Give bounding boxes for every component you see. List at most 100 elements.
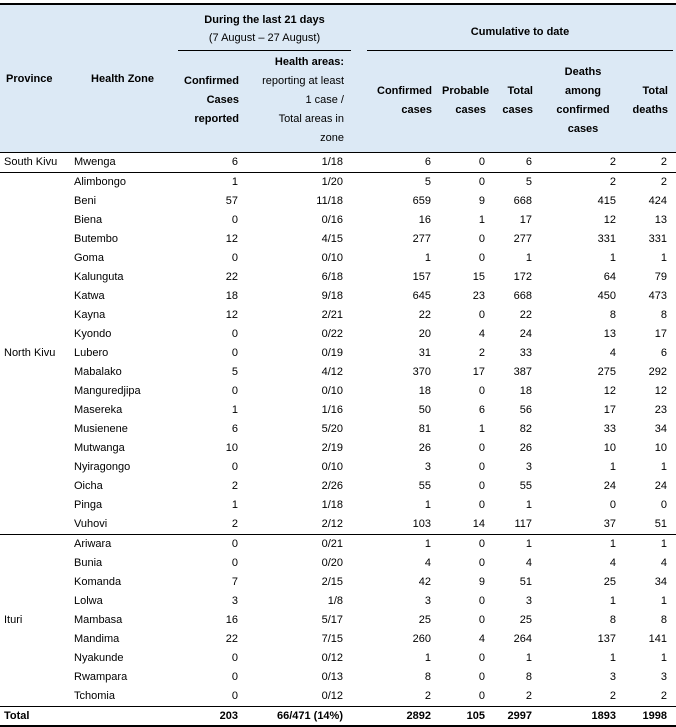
col-header-probable-cases: Probable cases	[440, 51, 494, 153]
health-zone-cell: Kayna	[74, 309, 106, 321]
total-label: Total	[0, 706, 175, 726]
table-row: Mabalako 5 4/12 370 17 387 275 292	[0, 363, 676, 382]
value-cell: 17	[519, 214, 532, 226]
value-cell: 0	[231, 347, 238, 359]
value-cell: 1	[660, 461, 667, 473]
health-zone-cell: Ariwara	[70, 534, 175, 554]
value-cell: 25	[603, 576, 616, 588]
col-header-health-areas: Health areas: reporting at least 1 case …	[247, 51, 352, 153]
value-cell: 4	[478, 328, 485, 340]
value-cell: 331	[597, 233, 616, 245]
table-row: Kalunguta 22 6/18 157 15 172 64 79	[0, 268, 676, 287]
value-cell: 141	[648, 633, 667, 645]
value-cell: 0	[660, 499, 667, 511]
total-probable-cases: 105	[440, 706, 494, 726]
value-cell: 0/12	[321, 690, 343, 702]
value-cell: 331	[648, 233, 667, 245]
value-cell: 0	[478, 233, 485, 245]
value-cell: 275	[597, 366, 616, 378]
value-cell: 16	[225, 614, 238, 626]
value-cell: 1	[609, 252, 616, 264]
health-zone-cell: Lolwa	[74, 595, 103, 607]
value-cell: 1	[660, 595, 667, 607]
table-row: Komanda 7 2/15 42 9 51 25 34	[0, 573, 676, 592]
total-confirmed-cases-reported: 203	[175, 706, 247, 726]
value-cell: 260	[412, 633, 431, 645]
value-cell: 12	[654, 385, 667, 397]
value-cell: 0	[478, 614, 485, 626]
col-header-province: Province	[0, 4, 70, 153]
value-cell: 0	[231, 652, 238, 664]
value-cell: 9/18	[321, 290, 343, 302]
table-row: Pinga 1 1/18 1 0 1 0 0	[0, 496, 676, 515]
value-cell: 2/19	[321, 442, 343, 454]
value-cell: 22	[225, 271, 238, 283]
value-cell: 1	[175, 172, 247, 192]
last-21-days-title: During the last 21 days	[204, 14, 325, 26]
value-cell: 9	[478, 195, 485, 207]
value-cell: 22	[418, 309, 431, 321]
value-cell: 645	[412, 290, 431, 302]
value-cell: 56	[519, 404, 532, 416]
value-cell: 4	[478, 633, 485, 645]
value-cell: 11/18	[316, 195, 343, 207]
health-zone-cell: Kalunguta	[74, 271, 124, 283]
value-cell: 2	[424, 690, 431, 702]
value-cell: 6	[478, 404, 485, 416]
value-cell: 2	[625, 152, 676, 173]
value-cell: 0/21	[247, 534, 352, 554]
value-cell: 0	[231, 557, 238, 569]
value-cell: 2	[525, 690, 532, 702]
value-cell: 9	[478, 576, 485, 588]
value-cell: 24	[654, 480, 667, 492]
value-cell: 659	[412, 195, 431, 207]
health-areas-subtitle: reporting at least 1 case / Total areas …	[262, 75, 344, 144]
value-cell: 82	[519, 423, 532, 435]
value-cell: 8	[660, 309, 667, 321]
health-zone-cell: Rwampara	[74, 671, 128, 683]
health-zone-cell: Mambasa	[74, 614, 123, 626]
value-cell: 2	[660, 690, 667, 702]
table-row: Rwampara 0 0/13 8 0 8 3 3	[0, 668, 676, 687]
value-cell: 4	[609, 347, 616, 359]
value-cell: 2	[478, 347, 485, 359]
value-cell: 34	[654, 576, 667, 588]
value-cell: 117	[514, 518, 532, 530]
table-row: Manguredjipa 0 0/10 18 0 18 12 12	[0, 382, 676, 401]
value-cell: 668	[513, 290, 532, 302]
value-cell: 1	[660, 652, 667, 664]
table-row: Mambasa 16 5/17 25 0 25 8 8	[0, 611, 676, 630]
col-header-confirmed-cases: Confirmed cases	[352, 51, 440, 153]
value-cell: 12	[603, 385, 616, 397]
value-cell: 450	[597, 290, 616, 302]
value-cell: 1	[541, 534, 625, 554]
cumulative-title: Cumulative to date	[470, 26, 570, 38]
total-cases: 2997	[494, 706, 541, 726]
health-zone-cell: Nyiragongo	[74, 461, 131, 473]
last-21-days-date-range: (7 August – 27 August)	[208, 32, 321, 44]
value-cell: 172	[513, 271, 532, 283]
value-cell: 50	[418, 404, 431, 416]
value-cell: 0	[478, 461, 485, 473]
health-zone-cell: Oicha	[74, 480, 103, 492]
value-cell: 1/8	[327, 595, 343, 607]
value-cell: 81	[418, 423, 431, 435]
value-cell: 10	[603, 442, 616, 454]
health-zone-cell: Pinga	[74, 499, 103, 511]
table-row: Beni 57 11/18 659 9 668 415 424	[0, 192, 676, 211]
value-cell: 26	[519, 442, 532, 454]
health-zone-cell: Masereka	[74, 404, 123, 416]
value-cell: 0/10	[321, 461, 343, 473]
value-cell: 0/10	[321, 252, 343, 264]
table-row: South Kivu Mwenga 6 1/18 6 0 6 2 2	[0, 152, 676, 173]
value-cell: 8	[609, 309, 616, 321]
value-cell: 2	[625, 172, 676, 192]
value-cell: 0	[231, 385, 238, 397]
value-cell: 0/10	[321, 385, 343, 397]
value-cell: 2/26	[321, 480, 343, 492]
table-row: Nyiragongo 0 0/10 3 0 3 1 1	[0, 458, 676, 477]
value-cell: 6/18	[321, 271, 343, 283]
value-cell: 57	[225, 195, 238, 207]
value-cell: 668	[513, 195, 532, 207]
value-cell: 0	[478, 309, 485, 321]
